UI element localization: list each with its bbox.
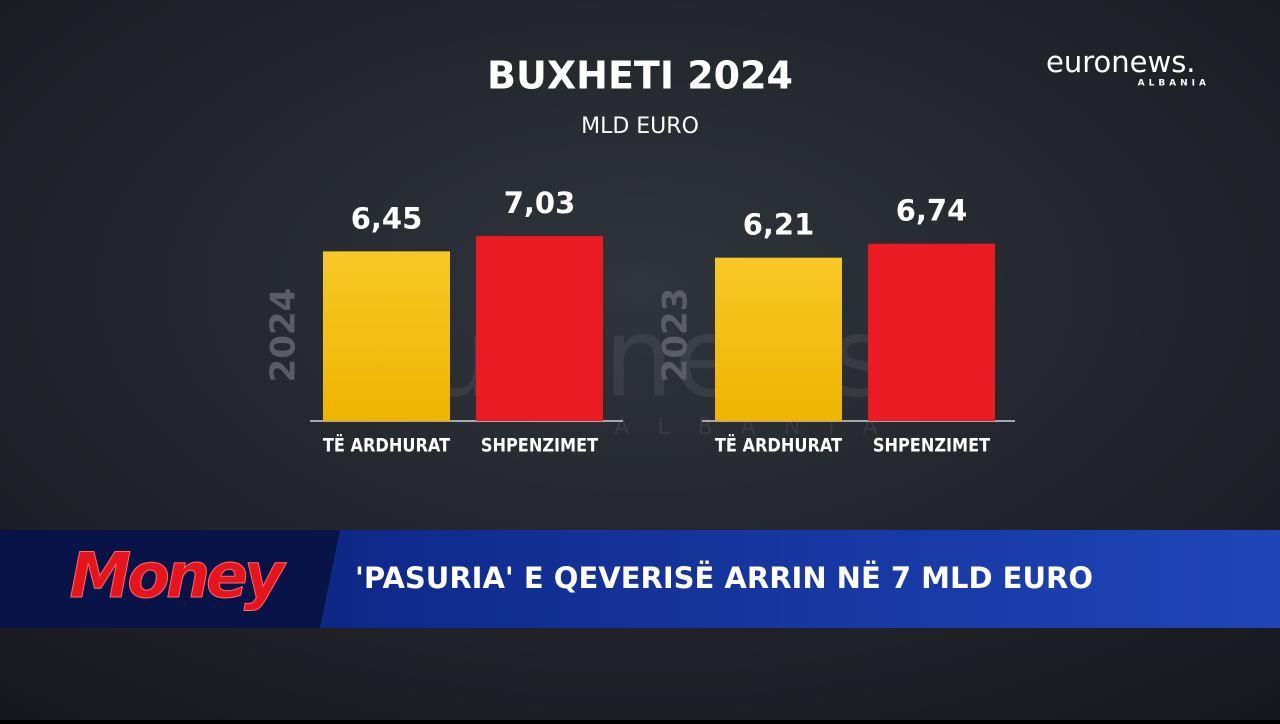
group-label: 2023 bbox=[656, 288, 696, 383]
show-logo: Money bbox=[70, 539, 287, 612]
value-label: 6,21 bbox=[743, 208, 815, 242]
category-label: SHPENZIMET bbox=[873, 435, 990, 457]
bar bbox=[323, 251, 450, 421]
bar bbox=[715, 257, 842, 421]
headline: 'PASURIA' E QEVERISË ARRIN NË 7 MLD EURO bbox=[355, 561, 1093, 595]
chart-title: BUXHETI 2024 bbox=[487, 54, 793, 98]
lower-third-left bbox=[0, 530, 340, 628]
category-label: SHPENZIMET bbox=[481, 435, 598, 457]
category-label: TË ARDHURAT bbox=[715, 433, 842, 457]
group-label: 2024 bbox=[264, 288, 304, 383]
category-label: TË ARDHURAT bbox=[323, 433, 450, 457]
value-label: 6,45 bbox=[351, 201, 423, 235]
charts: 2024 6,45 TË ARDHURAT 7,03 SHPENZIMET 2023 6,2… bbox=[264, 186, 1015, 457]
logo-sub: ALBANIA bbox=[1138, 79, 1210, 89]
bar bbox=[476, 236, 603, 421]
value-label: 7,03 bbox=[504, 186, 576, 220]
bar bbox=[868, 243, 995, 421]
logo: euronews. bbox=[1046, 45, 1196, 79]
value-label: 6,74 bbox=[896, 194, 968, 228]
chart-subtitle: MLD EURO bbox=[581, 114, 699, 139]
